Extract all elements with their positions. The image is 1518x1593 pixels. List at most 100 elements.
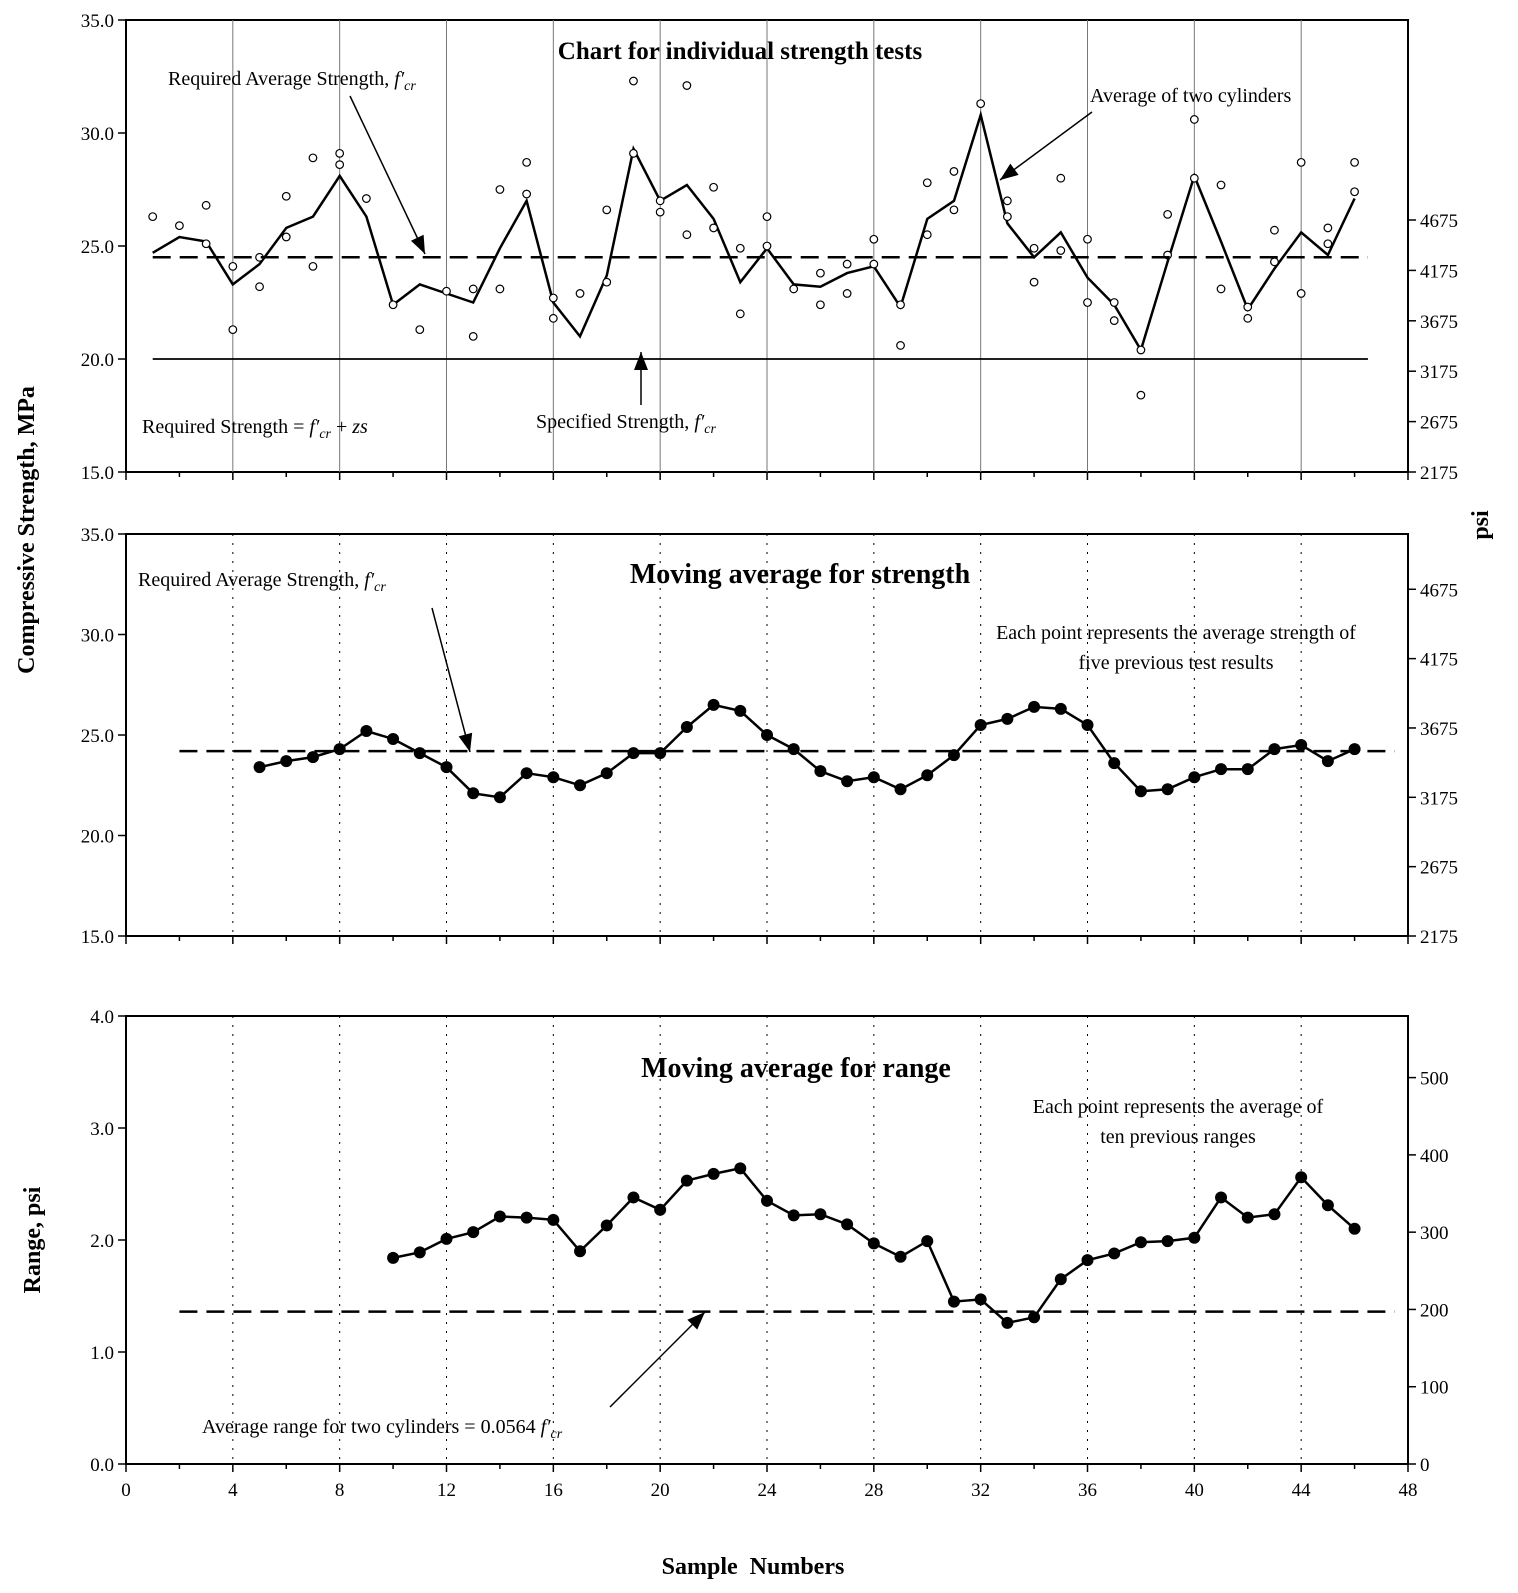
data-point bbox=[921, 1235, 934, 1248]
data-point bbox=[921, 769, 934, 782]
x-tick-label: 48 bbox=[1399, 1480, 1418, 1501]
data-point bbox=[333, 743, 346, 756]
y-tick-label: 25.0 bbox=[81, 237, 114, 258]
y-tick-label: 35.0 bbox=[81, 11, 114, 32]
y2-tick-label: 200 bbox=[1420, 1300, 1449, 1321]
data-point bbox=[974, 718, 987, 731]
y-tick-label: 15.0 bbox=[81, 463, 114, 484]
y-tick-label: 2.0 bbox=[90, 1231, 114, 1252]
cylinder-point bbox=[682, 81, 692, 90]
cylinder-point bbox=[762, 241, 772, 251]
arrow-required-average-head bbox=[410, 234, 425, 254]
y2-tick-label: 3175 bbox=[1420, 362, 1458, 383]
y2-tick-label: 400 bbox=[1420, 1146, 1449, 1167]
data-point bbox=[814, 1208, 827, 1221]
data-point bbox=[1188, 1231, 1201, 1244]
data-point bbox=[520, 767, 533, 780]
data-point bbox=[1028, 1311, 1041, 1324]
data-point bbox=[1108, 1247, 1121, 1260]
cylinder-point bbox=[629, 148, 638, 158]
data-point bbox=[360, 724, 373, 737]
data-point bbox=[1348, 743, 1361, 756]
annotation-required-strength: Required Strength = f′cr + zs bbox=[142, 416, 368, 442]
cylinder-point bbox=[1163, 209, 1173, 219]
data-point bbox=[387, 1251, 400, 1264]
cylinder-point bbox=[869, 234, 879, 244]
y-tick-label: 30.0 bbox=[81, 124, 114, 145]
cylinder-point bbox=[1296, 157, 1306, 167]
data-point bbox=[1295, 739, 1308, 752]
data-point bbox=[1054, 1273, 1067, 1286]
y-tick-label: 25.0 bbox=[81, 726, 114, 747]
cylinder-point bbox=[522, 157, 532, 167]
cylinder-point bbox=[1216, 180, 1226, 190]
data-point bbox=[306, 751, 319, 764]
data-point bbox=[1134, 1236, 1147, 1249]
data-point bbox=[761, 729, 773, 741]
chart-title: Moving average for range bbox=[641, 1053, 951, 1084]
x-tick-label: 28 bbox=[864, 1480, 883, 1501]
data-point bbox=[894, 1250, 907, 1263]
cylinder-point bbox=[1136, 390, 1146, 400]
x-tick-label: 24 bbox=[758, 1480, 778, 1501]
x-tick-label: 20 bbox=[651, 1480, 670, 1501]
cylinder-point bbox=[201, 200, 211, 210]
data-point bbox=[654, 1203, 667, 1216]
x-tick-label: 4 bbox=[228, 1480, 238, 1501]
cylinder-point bbox=[442, 286, 451, 296]
cylinder-point bbox=[1243, 313, 1253, 323]
y2-tick-label: 2675 bbox=[1420, 413, 1458, 434]
annotation-required-average: Required Average Strength, f′cr bbox=[138, 569, 386, 595]
y-tick-label: 1.0 bbox=[90, 1343, 114, 1364]
data-point bbox=[413, 747, 426, 760]
cylinder-point bbox=[228, 325, 238, 335]
data-point bbox=[1268, 1208, 1281, 1221]
data-point bbox=[707, 698, 720, 711]
cylinder-point bbox=[228, 261, 238, 271]
data-point bbox=[1215, 763, 1228, 776]
cylinder-point bbox=[495, 284, 505, 294]
cylinder-point bbox=[361, 194, 371, 203]
x-tick-label: 0 bbox=[121, 1480, 131, 1501]
cylinder-point bbox=[949, 167, 959, 176]
data-point bbox=[707, 1167, 720, 1180]
cylinder-point bbox=[842, 289, 852, 298]
arrow-required-average-shaft bbox=[431, 607, 471, 753]
data-point bbox=[387, 733, 400, 746]
cylinder-point bbox=[1029, 243, 1039, 253]
y2-tick-label: 3175 bbox=[1420, 788, 1458, 809]
series-line bbox=[152, 110, 1356, 354]
cylinder-point bbox=[148, 212, 158, 222]
annotation-each-point-line-1: Each point represents the average streng… bbox=[996, 622, 1356, 644]
data-point bbox=[413, 1246, 426, 1259]
y-axis-label-compressive-strength: Compressive Strength, MPa bbox=[14, 386, 40, 674]
y2-tick-label: 2175 bbox=[1420, 927, 1458, 948]
data-point bbox=[894, 783, 907, 796]
data-point bbox=[734, 1162, 747, 1175]
cylinder-point bbox=[602, 205, 612, 215]
cylinder-point bbox=[976, 99, 986, 109]
cylinder-point bbox=[281, 191, 291, 201]
cylinder-point bbox=[709, 182, 718, 192]
y2-tick-label: 3675 bbox=[1420, 312, 1458, 333]
cylinder-point bbox=[495, 185, 505, 194]
y2-tick-label: 500 bbox=[1420, 1069, 1449, 1090]
cylinder-point bbox=[308, 261, 318, 271]
cylinder-point bbox=[388, 300, 398, 310]
arrow-average-two-cylinders-head bbox=[1000, 163, 1019, 180]
cylinder-point bbox=[1323, 223, 1333, 233]
data-point bbox=[1241, 763, 1254, 776]
cylinder-point bbox=[869, 259, 879, 269]
cylinder-point bbox=[1189, 173, 1199, 183]
x-tick-label: 36 bbox=[1078, 1480, 1097, 1501]
x-tick-label: 32 bbox=[971, 1480, 990, 1501]
data-point bbox=[974, 1293, 987, 1306]
cylinder-point bbox=[1350, 157, 1359, 167]
cylinder-point bbox=[1083, 298, 1092, 307]
data-point bbox=[1268, 743, 1281, 756]
y2-tick-label: 4175 bbox=[1420, 650, 1458, 671]
data-point bbox=[280, 755, 293, 768]
cylinder-point bbox=[175, 221, 184, 231]
annotation-required-average: Required Average Strength, f′cr bbox=[168, 68, 416, 94]
